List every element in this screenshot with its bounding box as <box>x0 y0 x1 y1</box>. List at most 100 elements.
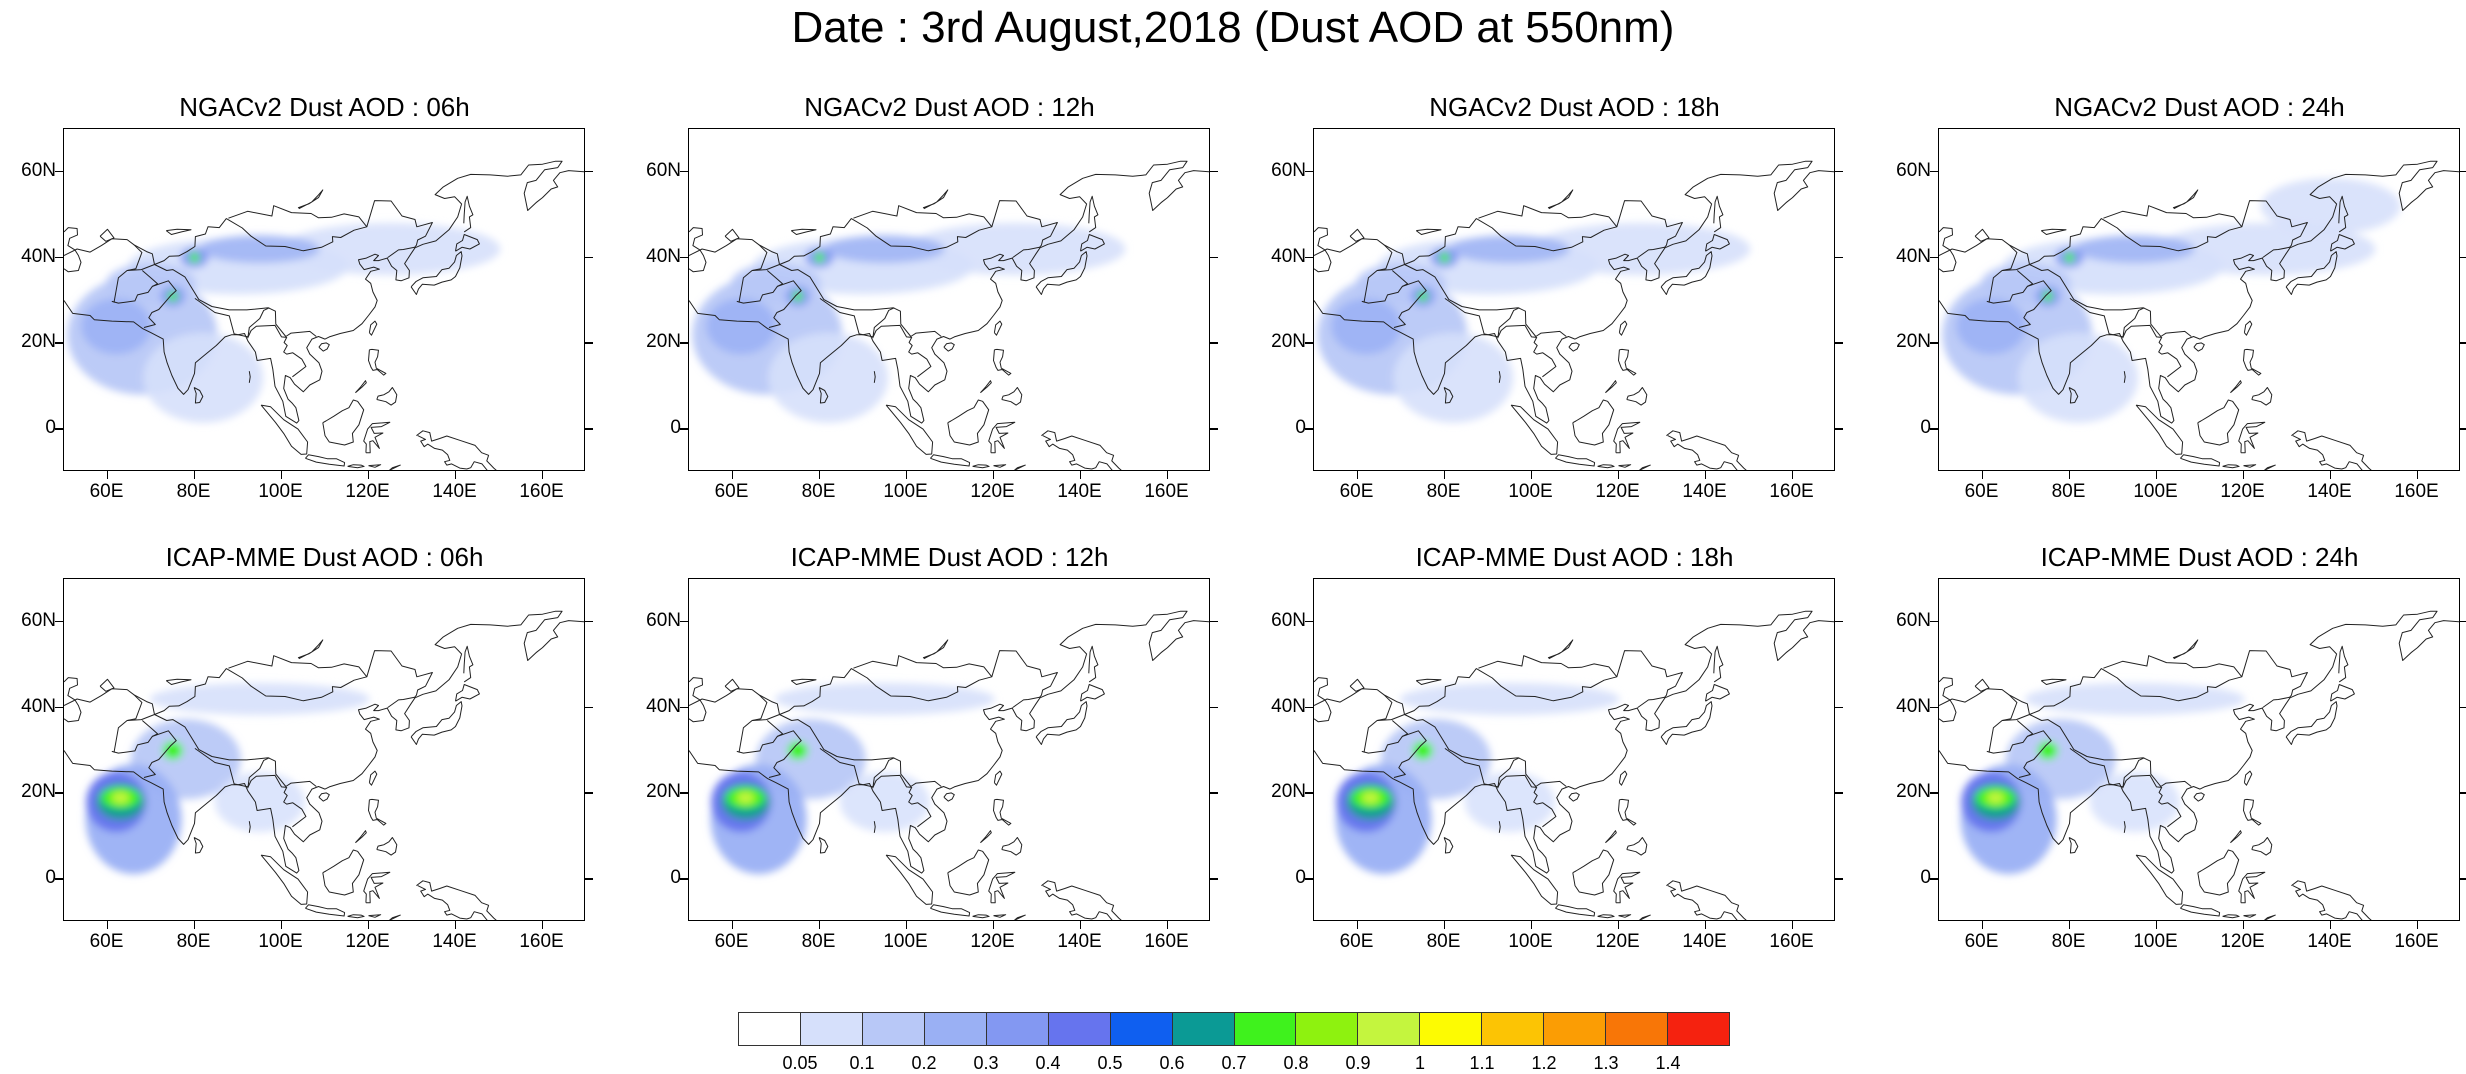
latitude-tick-label: 20N <box>1896 331 1931 353</box>
colorbar-swatch <box>1110 1013 1173 1045</box>
longitude-tick-mark <box>367 471 369 479</box>
colorbar-tick-label: 1 <box>1414 1053 1426 1073</box>
longitude-tick-mark <box>1704 921 1706 929</box>
latitude-tick-label: 60N <box>646 159 681 181</box>
longitude-tick-label: 60E <box>714 481 749 502</box>
longitude-tick-mark <box>2068 921 2070 929</box>
longitude-tick-mark <box>1079 921 1081 929</box>
colorbar-tick-label: 0.4 <box>1035 1053 1061 1073</box>
longitude-tick-label: 160E <box>1144 481 1189 502</box>
longitude-tick-label: 120E <box>345 931 390 952</box>
longitude-tick-label: 140E <box>2307 481 2352 502</box>
coastlines <box>1314 160 1834 470</box>
latitude-tick-mark <box>55 428 63 430</box>
longitude-tick-mark <box>541 471 543 479</box>
colorbar-tick-label: 0.9 <box>1345 1053 1371 1073</box>
coastlines <box>1939 160 2459 470</box>
longitude-tick-label: 140E <box>2307 931 2352 952</box>
longitude-tick-mark <box>541 921 543 929</box>
longitude-tick-label: 60E <box>89 481 124 502</box>
longitude-tick-label: 160E <box>1769 481 1814 502</box>
colorbar-tick-label: 1.3 <box>1593 1053 1619 1073</box>
latitude-tick-label: 20N <box>1896 781 1931 803</box>
colorbar-swatch <box>862 1013 925 1045</box>
longitude-tick-mark <box>1530 471 1532 479</box>
longitude-tick-label: 160E <box>2394 931 2439 952</box>
map-plot <box>1313 578 1835 921</box>
longitude-tick-label: 120E <box>1595 931 1640 952</box>
latitude-tick-label: 20N <box>646 781 681 803</box>
latitude-tick-mark <box>55 170 63 173</box>
coastlines <box>689 610 1209 920</box>
latitude-tick-mark <box>1305 878 1313 880</box>
aod-map-svg <box>1939 160 2459 470</box>
longitude-tick-mark <box>106 921 108 929</box>
longitude-tick-mark <box>2329 471 2331 479</box>
longitude-tick-label: 100E <box>883 481 928 502</box>
longitude-tick-label: 100E <box>883 931 928 952</box>
latitude-tick-mark <box>2460 792 2466 794</box>
longitude-tick-label: 160E <box>1144 931 1189 952</box>
latitude-tick-mark <box>1305 256 1313 259</box>
latitude-tick-mark <box>680 792 688 794</box>
longitude-tick-label: 120E <box>970 481 1015 502</box>
latitude-tick-mark <box>1305 428 1313 430</box>
latitude-tick-label: 60N <box>1271 159 1306 181</box>
latitude-tick-mark <box>55 342 63 344</box>
longitude-tick-mark <box>193 921 195 929</box>
aod-map-svg <box>1314 160 1834 470</box>
latitude-tick-label: 0 <box>670 417 681 439</box>
longitude-tick-mark <box>2416 921 2418 929</box>
longitude-tick-mark <box>454 921 456 929</box>
latitude-tick-mark <box>680 170 688 173</box>
colorbar-swatch <box>1420 1013 1483 1045</box>
dust-aod-shading <box>1317 223 1751 423</box>
colorbar-swatch <box>1172 1013 1235 1045</box>
latitude-tick-label: 60N <box>21 609 56 631</box>
panel-title: NGACv2 Dust AOD : 18h <box>1429 92 1720 122</box>
longitude-tick-label: 100E <box>2133 481 2178 502</box>
latitude-tick-label: 40N <box>1271 245 1306 267</box>
colorbar-tick-label: 1.2 <box>1531 1053 1557 1073</box>
panel-title: NGACv2 Dust AOD : 24h <box>2054 92 2345 122</box>
latitude-tick-mark <box>55 256 63 259</box>
aod-map-svg <box>64 160 584 470</box>
longitude-tick-mark <box>1166 921 1168 929</box>
longitude-tick-label: 140E <box>1682 481 1727 502</box>
colorbar-tick-label: 0.5 <box>1097 1053 1123 1073</box>
longitude-tick-mark <box>2242 921 2244 929</box>
latitude-tick-label: 0 <box>1920 867 1931 889</box>
latitude-tick-mark <box>1835 706 1843 709</box>
latitude-tick-mark <box>1305 706 1313 709</box>
latitude-tick-mark <box>55 878 63 880</box>
latitude-tick-mark <box>585 620 593 623</box>
longitude-tick-label: 160E <box>519 481 564 502</box>
longitude-tick-label: 100E <box>258 931 303 952</box>
figure-title: Date : 3rd August,2018 (Dust AOD at 550n… <box>791 3 1675 52</box>
latitude-tick-mark <box>1930 792 1938 794</box>
coastlines <box>64 160 584 470</box>
latitude-tick-mark <box>680 342 688 344</box>
map-panel: NGACv2 Dust AOD : 12h 60N 40N 20N 0 60E 80E 10… <box>633 90 1233 540</box>
latitude-tick-label: 40N <box>1896 245 1931 267</box>
latitude-tick-label: 20N <box>21 331 56 353</box>
latitude-tick-mark <box>1835 878 1843 880</box>
latitude-tick-mark <box>1930 170 1938 173</box>
longitude-tick-mark <box>731 471 733 479</box>
longitude-tick-label: 80E <box>2051 931 2086 952</box>
latitude-tick-mark <box>585 706 593 709</box>
longitude-tick-mark <box>280 921 282 929</box>
latitude-tick-mark <box>585 878 593 880</box>
longitude-tick-mark <box>1356 471 1358 479</box>
dust-aod-shading <box>1942 178 2401 423</box>
map-plot <box>688 128 1210 471</box>
colorbar-swatch <box>986 1013 1049 1045</box>
longitude-tick-label: 80E <box>2051 481 2086 502</box>
longitude-tick-mark <box>905 471 907 479</box>
longitude-tick-label: 60E <box>1339 481 1374 502</box>
map-panel: ICAP-MME Dust AOD : 06h 60N 40N 20N 0 60E 80E… <box>8 540 608 990</box>
latitude-tick-mark <box>1930 342 1938 344</box>
colorbar-swatch <box>1048 1013 1111 1045</box>
longitude-tick-mark <box>1791 471 1793 479</box>
dust-aod-shading <box>692 223 1126 423</box>
